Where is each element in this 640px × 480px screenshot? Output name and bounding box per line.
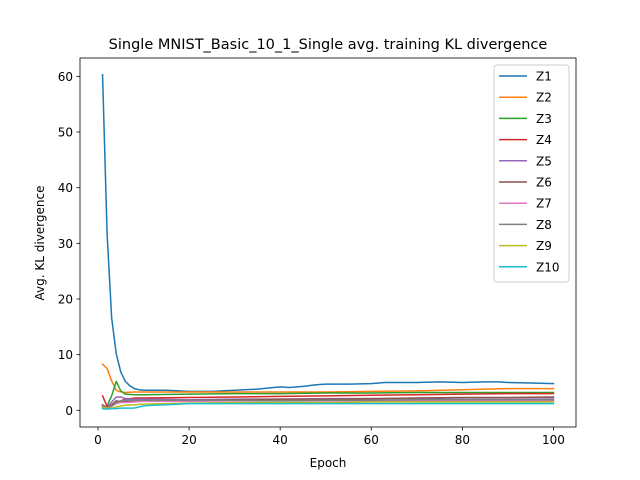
y-tick-label: 10: [58, 348, 73, 362]
legend-label-z5: Z5: [536, 154, 552, 168]
x-tick-label: 60: [364, 433, 379, 447]
x-axis: 0 20 40 60 80 100: [94, 427, 565, 447]
y-tick-label: 50: [58, 126, 73, 140]
plot-area: [79, 57, 577, 428]
legend-label-z9: Z9: [536, 239, 552, 253]
y-axis: 0 10 20 30 40 50 60: [58, 70, 80, 418]
legend-label-z1: Z1: [536, 70, 552, 84]
y-tick-label: 40: [58, 181, 73, 195]
legend-box: [493, 64, 570, 283]
series-line-z2: [101, 363, 555, 394]
x-tick-label: 20: [181, 433, 196, 447]
x-tick-label: 0: [94, 433, 102, 447]
series-line-z1: [101, 73, 555, 393]
legend-label-z8: Z8: [536, 218, 552, 232]
x-tick-label: 80: [455, 433, 470, 447]
x-tick-label: 100: [542, 433, 565, 447]
axes-frame: [79, 57, 577, 428]
y-axis-label: Avg. KL divergence: [33, 186, 47, 301]
legend-label-z7: Z7: [536, 197, 552, 211]
legend-label-z10: Z10: [536, 260, 560, 274]
series-line-z9: [101, 401, 555, 409]
legend: Z1 Z2 Z3 Z4 Z5 Z6 Z7 Z8 Z9 Z10: [493, 64, 570, 283]
legend-label-z4: Z4: [536, 133, 552, 147]
legend-label-z6: Z6: [536, 176, 552, 190]
x-tick-label: 40: [273, 433, 288, 447]
x-axis-label: Epoch: [310, 456, 347, 470]
y-tick-label: 20: [58, 292, 73, 306]
y-tick-label: 0: [65, 404, 73, 418]
y-tick-label: 30: [58, 237, 73, 251]
series-line-z10: [101, 402, 555, 410]
y-tick-label: 60: [58, 70, 73, 84]
series-line-z8: [101, 398, 555, 409]
chart-title: Single MNIST_Basic_10_1_Single avg. trai…: [109, 37, 548, 53]
legend-label-z2: Z2: [536, 91, 552, 105]
series-line-z3: [101, 380, 555, 410]
legend-label-z3: Z3: [536, 112, 552, 126]
